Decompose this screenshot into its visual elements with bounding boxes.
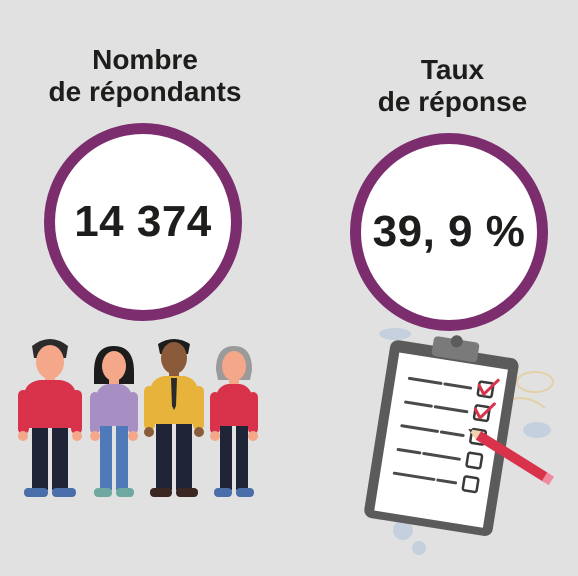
person-2-icon	[90, 346, 138, 497]
respondents-title-line1: Nombre	[92, 44, 198, 75]
respondents-value: 14 374	[74, 197, 212, 246]
clipboard-icon	[364, 335, 519, 537]
response-rate-ring: 39, 9 %	[350, 133, 548, 331]
respondents-ring: 14 374	[44, 123, 242, 321]
respondents-title-line2: de répondants	[48, 76, 242, 107]
clipboard-checklist-illustration	[364, 328, 554, 555]
doodle-decoration-icon	[379, 328, 554, 555]
response-rate-title-line2: de réponse	[377, 86, 528, 117]
response-rate-title-line1: Taux	[420, 54, 485, 85]
people-illustration	[18, 339, 258, 497]
response-rate-value: 39, 9 %	[372, 207, 526, 256]
person-3-icon	[144, 339, 204, 497]
response-rate-title: Taux de réponse	[345, 54, 560, 118]
respondents-title: Nombre de répondants	[20, 44, 270, 108]
person-1-icon	[18, 339, 82, 497]
pencil-icon	[468, 428, 554, 486]
person-4-icon	[210, 346, 258, 497]
